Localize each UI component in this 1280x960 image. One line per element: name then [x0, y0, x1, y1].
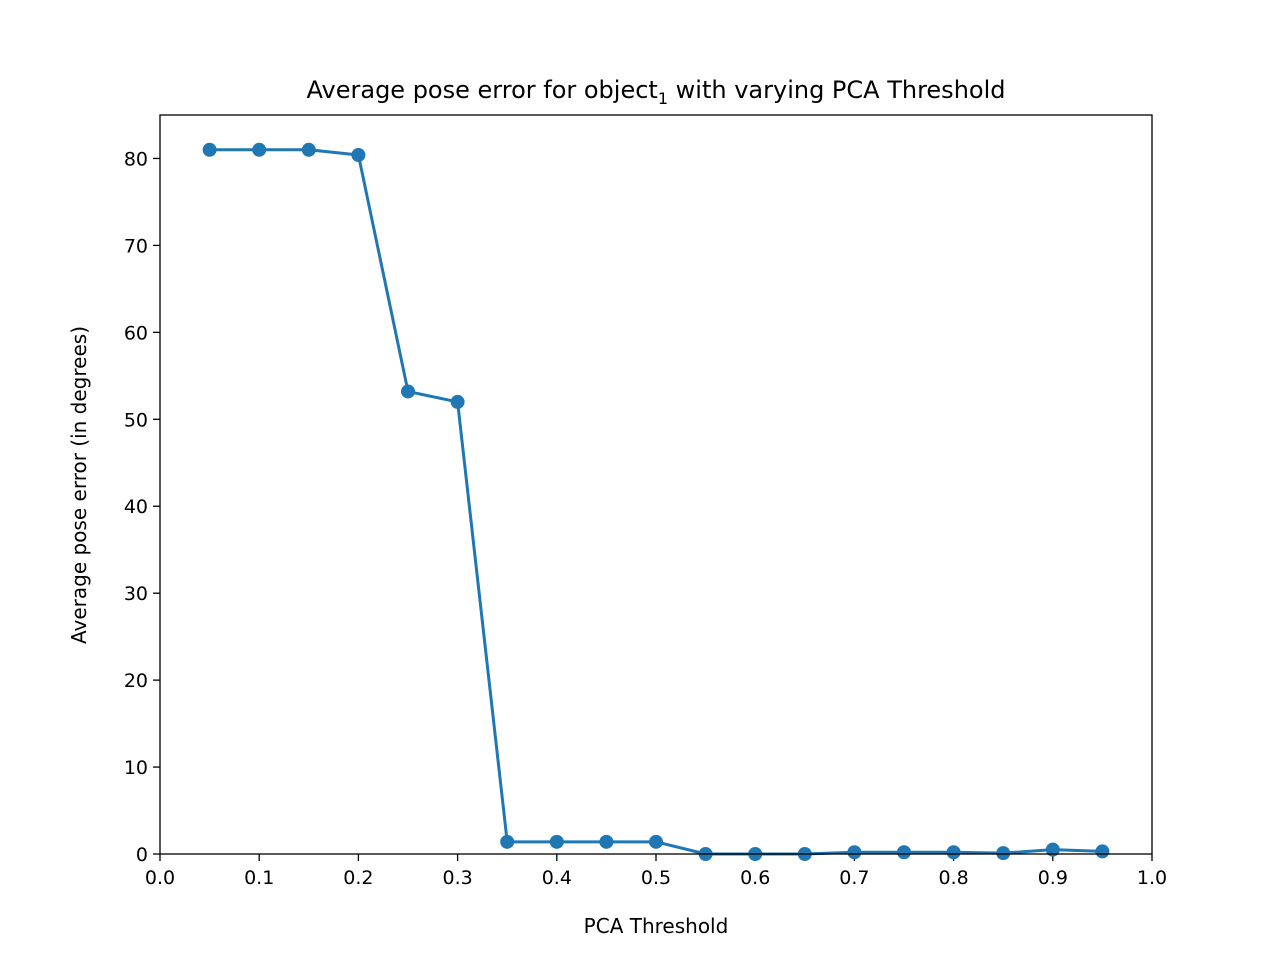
x-tick-label: 0.8: [938, 867, 968, 889]
data-point: [996, 846, 1011, 861]
y-tick-label: 10: [124, 757, 148, 779]
x-tick-label: 0.7: [839, 867, 869, 889]
series-group: [202, 142, 1110, 861]
data-point: [1095, 844, 1110, 859]
chart-title: Average pose error for object1 with vary…: [307, 76, 1006, 108]
data-point: [351, 147, 366, 162]
data-point: [599, 834, 614, 849]
y-tick-label: 40: [124, 496, 148, 518]
data-point: [549, 834, 564, 849]
data-point: [946, 845, 961, 860]
x-tick-label: 0.3: [442, 867, 472, 889]
data-point: [401, 384, 415, 399]
x-tick-label: 1.0: [1137, 867, 1167, 889]
data-point: [847, 845, 862, 860]
chart-title-prefix: Average pose error for object: [307, 76, 658, 104]
data-point: [649, 834, 663, 849]
data-point: [500, 834, 515, 849]
data-point: [897, 845, 911, 860]
x-tick-label: 0.4: [542, 867, 572, 889]
y-axis-ticks: 0 10 20 30 40 50 60 70 80: [124, 148, 160, 866]
y-tick-label: 0: [136, 844, 148, 866]
chart-title-subscript: 1: [658, 89, 668, 108]
data-point: [450, 394, 465, 409]
x-tick-label: 0.5: [641, 867, 671, 889]
y-tick-label: 50: [124, 409, 148, 431]
y-tick-label: 60: [124, 322, 148, 344]
y-tick-label: 80: [124, 148, 148, 170]
x-axis-ticks: 0.0 0.1 0.2 0.3 0.4 0.5 0.6 0.7 0.8 0.9 1.0: [145, 854, 1167, 889]
x-tick-label: 0.2: [343, 867, 373, 889]
x-tick-label: 0.6: [740, 867, 770, 889]
data-point: [1045, 842, 1060, 857]
y-tick-label: 20: [124, 670, 148, 692]
y-tick-label: 30: [124, 583, 148, 605]
x-tick-label: 0.1: [244, 867, 274, 889]
data-point: [202, 142, 217, 157]
y-axis-label: Average pose error (in degrees): [67, 326, 91, 644]
data-point: [252, 142, 267, 157]
data-point: [301, 142, 316, 157]
x-tick-label: 0.0: [145, 867, 175, 889]
series-line: [209, 148, 1103, 856]
x-tick-label: 0.9: [1038, 867, 1068, 889]
y-tick-label: 70: [124, 235, 148, 257]
x-axis-label: PCA Threshold: [584, 914, 729, 938]
plot-frame: [159, 114, 1153, 855]
chart-title-suffix: with varying PCA Threshold: [668, 76, 1005, 104]
